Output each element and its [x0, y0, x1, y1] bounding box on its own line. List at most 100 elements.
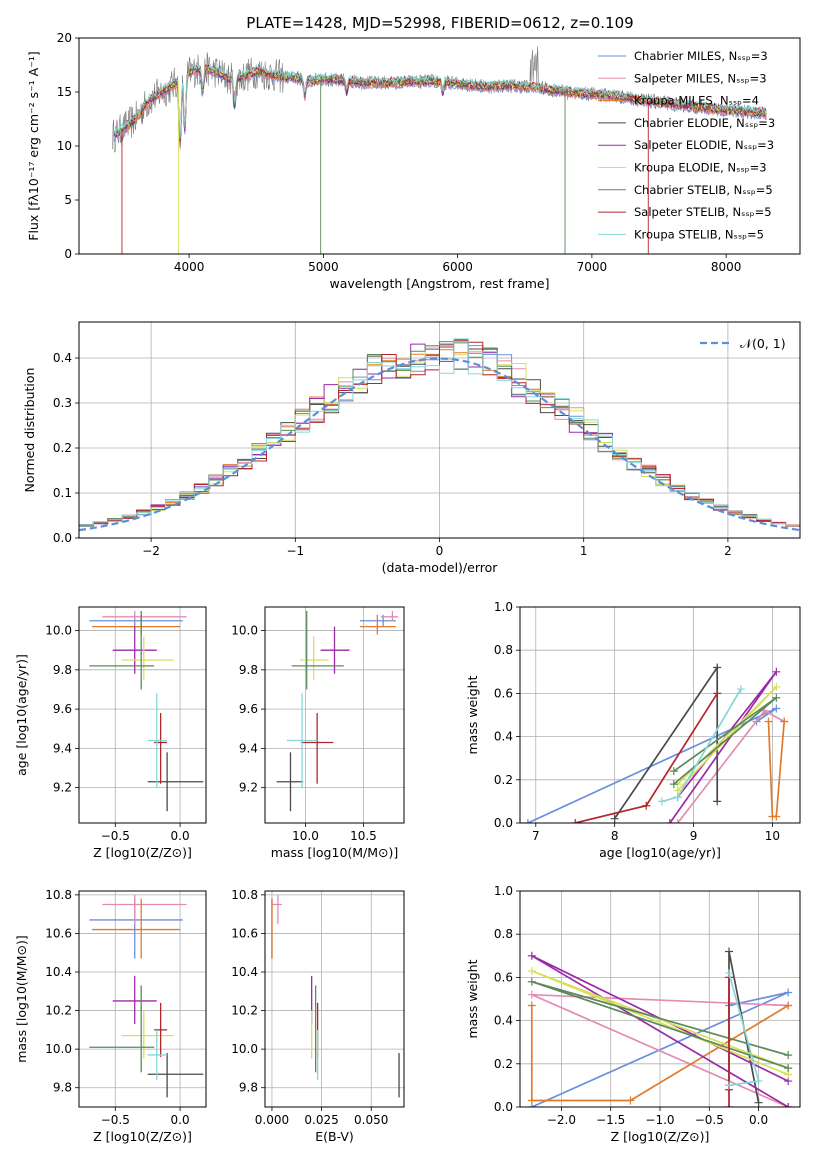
x-tick-label: 4000 [174, 260, 205, 274]
weight-marker-4 [665, 819, 674, 823]
y-tick-label: 0.6 [494, 686, 513, 700]
weight-marker-2 [626, 1096, 635, 1105]
weight-marker-6 [784, 1064, 793, 1073]
y-tick-label: 10.6 [45, 926, 72, 940]
plot-area [79, 607, 206, 823]
y-tick-label: 15 [57, 85, 72, 99]
x-tick-label: −1.5 [596, 1113, 625, 1127]
weight-marker-4 [784, 1103, 793, 1107]
y-tick-label: 0.0 [494, 816, 513, 830]
age-vs-mass-panel: 10.0 10.5 9.2 9.4 9.6 9.8 10.0 mass [log10(M/M⊙… [231, 606, 405, 860]
x-tick-label: 0.050 [354, 1113, 388, 1127]
weight-marker-2 [780, 717, 789, 726]
weight-line-2 [767, 721, 786, 818]
y-tick-label: 0.4 [53, 351, 72, 365]
x-tick-label: 0.0 [171, 1113, 190, 1127]
weight-marker-7 [725, 1103, 734, 1107]
weight-line-2 [530, 1004, 789, 1102]
axes-frame [78, 606, 207, 824]
y-axis-label: mass weight [465, 675, 480, 754]
massweight-vs-age-panel: 7 8 9 10 0.0 0.2 0.4 0.6 0.8 1.0 age [log10(age/yr… [465, 600, 801, 860]
weight-marker-3 [610, 814, 619, 823]
x-axis-label: Z [log10(Z/Z⊙)] [93, 1129, 192, 1144]
y-tick-label: 10.0 [231, 1042, 258, 1056]
weight-marker-0 [523, 819, 532, 823]
x-axis-label: mass [log10(M/M⊙)] [271, 845, 399, 860]
y-tick-label: 20 [57, 31, 72, 45]
x-axis-label: age [log10(age/yr)] [599, 845, 721, 860]
y-tick-label: 1.0 [494, 884, 513, 898]
weight-line-6 [673, 697, 777, 785]
residual-histogram-panel: −2 −1 0 1 2 0.0 0.1 0.2 0.3 0.4 (data-model)/error… [22, 321, 801, 575]
y-tick-label: 0.1 [53, 486, 72, 500]
weight-marker-7 [571, 819, 580, 823]
y-tick-label: 0.4 [494, 1014, 513, 1028]
plot-area [79, 891, 206, 1107]
weight-marker-4 [527, 951, 536, 960]
weight-marker-4 [772, 667, 781, 676]
plot-area [520, 891, 800, 1107]
plot-area [265, 607, 404, 823]
y-tick-label: 10.8 [231, 888, 258, 902]
x-tick-label: −1 [286, 544, 304, 558]
y-tick-label: 0.0 [494, 1100, 513, 1114]
plot-area [520, 607, 800, 823]
massweight-vs-Z-panel: −2.0 −1.5 −1.0 −0.5 0.0 0.0 0.2 0.4 0.6 0.8 1.0 Z [… [465, 884, 801, 1144]
model-spectrum-8 [113, 63, 767, 139]
weight-marker-7 [642, 801, 651, 810]
y-tick-label: 0.0 [53, 531, 72, 545]
weight-marker-2 [764, 717, 773, 726]
x-axis-label: E(B-V) [315, 1129, 354, 1144]
x-tick-label: −0.5 [101, 1113, 130, 1127]
y-tick-label: 9.4 [239, 741, 258, 755]
y-tick-label: 0.8 [494, 927, 513, 941]
plot-area [112, 46, 767, 254]
axes-frame [78, 890, 207, 1108]
legend-entry: Salpeter MILES, Nₛₛₚ=3 [634, 71, 767, 85]
weight-marker-0 [772, 704, 781, 713]
plot-area [265, 891, 404, 1107]
mass-vs-Z-panel: −0.5 0.0 9.8 10.0 10.2 10.4 10.6 10.8 Z [log10(Z… [14, 888, 207, 1144]
x-tick-label: 1 [580, 544, 588, 558]
legend-entry: Salpeter ELODIE, Nₛₛₚ=3 [634, 138, 774, 152]
y-tick-label: 9.6 [239, 702, 258, 716]
y-tick-label: 0.2 [494, 1057, 513, 1071]
axes-frame [264, 890, 405, 1108]
weight-marker-0 [784, 988, 793, 997]
y-axis-label: mass weight [465, 959, 480, 1038]
y-tick-label: 10.0 [45, 1042, 72, 1056]
weight-marker-3 [713, 797, 722, 806]
x-tick-label: 0.000 [255, 1113, 289, 1127]
normal-curve [79, 357, 800, 532]
mass-vs-ebv-panel: 0.000 0.025 0.050 9.8 10.0 10.2 10.4 10.6 10.8 E(… [231, 888, 405, 1144]
x-tick-label: 10 [765, 829, 780, 843]
x-tick-label: 8 [611, 829, 619, 843]
x-tick-label: 6000 [442, 260, 473, 274]
y-tick-label: 9.2 [53, 781, 72, 795]
y-tick-label: 9.4 [53, 741, 72, 755]
weight-marker-6 [669, 780, 678, 789]
y-tick-label: 10 [57, 139, 72, 153]
x-tick-label: 0.0 [749, 1113, 768, 1127]
weight-marker-8 [754, 1077, 763, 1086]
x-tick-label: 0 [436, 544, 444, 558]
plot-area [79, 322, 800, 538]
weight-marker-6 [784, 1051, 793, 1060]
axes-frame [519, 606, 801, 824]
weight-marker-5 [527, 966, 536, 975]
y-tick-label: 0.6 [494, 970, 513, 984]
weight-marker-8 [657, 797, 666, 806]
figure-title: PLATE=1428, MJD=52998, FIBERID=0612, z=0… [246, 14, 633, 32]
x-tick-label: −0.5 [101, 829, 130, 843]
weight-line-4 [669, 671, 777, 823]
x-tick-label: 7000 [577, 260, 608, 274]
y-axis-label: age [log10(age/yr)] [14, 654, 29, 776]
x-tick-label: 10.5 [350, 829, 377, 843]
spectrum-panel: 4000 5000 6000 7000 8000 0 5 10 15 20 wavelength [… [26, 31, 801, 291]
x-axis-label: (data-model)/error [382, 560, 499, 575]
histogram-8 [79, 338, 800, 526]
x-tick-label: 9 [690, 829, 698, 843]
weight-marker-6 [527, 977, 536, 986]
x-tick-label: −0.5 [695, 1113, 724, 1127]
